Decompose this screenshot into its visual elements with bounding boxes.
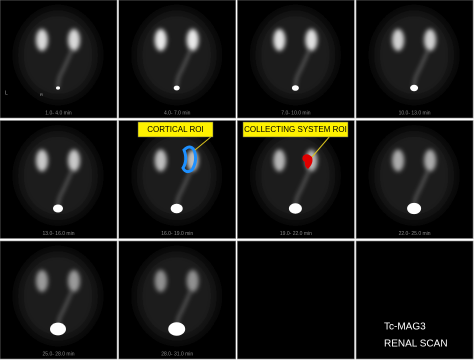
scan-image — [18, 251, 98, 341]
frame-time-label: 28.0- 31.0 min — [161, 351, 193, 357]
left-kidney — [36, 270, 48, 292]
annotation-box — [242, 121, 349, 138]
frame-time-label: 13.0- 16.0 min — [43, 231, 75, 237]
right-kidney — [68, 149, 80, 172]
scan-image — [136, 10, 217, 100]
bladder — [291, 85, 299, 91]
scan-image — [374, 10, 455, 100]
left-kidney — [273, 29, 286, 51]
left-kidney — [154, 270, 167, 292]
bladder — [53, 204, 63, 213]
cortical-roi-outline — [181, 145, 198, 174]
bladder — [410, 84, 419, 92]
bladder — [168, 322, 186, 336]
right-kidney — [186, 270, 199, 292]
right-kidney — [186, 29, 199, 51]
bladder — [170, 203, 183, 214]
ureter — [294, 49, 311, 89]
frame-time-label: 22.0- 25.0 min — [399, 231, 431, 237]
caption-line: Tc-MAG3 — [384, 322, 426, 333]
ureter — [413, 49, 430, 89]
frame-time-label: 10.0- 13.0 min — [399, 110, 431, 116]
right-kidney — [424, 149, 437, 172]
left-marker: L — [5, 90, 8, 96]
right-kidney — [305, 29, 318, 51]
right-marker: R — [40, 92, 43, 97]
right-kidney — [68, 29, 80, 51]
bladder — [50, 322, 66, 336]
overlay: L R CORTICAL ROI COLLECTING SYSTEM ROI T… — [5, 90, 448, 349]
scan-image — [136, 130, 217, 221]
scan-image — [255, 10, 336, 100]
leader-line — [194, 135, 213, 151]
frame-time-label: 16.0- 19.0 min — [161, 231, 193, 237]
frame-time-label: 25.0- 28.0 min — [43, 351, 75, 357]
annotation-box — [137, 121, 214, 138]
collecting-roi — [302, 154, 313, 169]
right-kidney — [68, 270, 80, 292]
frame-time-label: 19.0- 22.0 min — [280, 231, 312, 237]
scan-image — [18, 10, 98, 100]
ureter — [57, 49, 73, 89]
ureter — [175, 49, 192, 89]
cortical-roi-label: CORTICAL ROI — [147, 125, 203, 134]
panel — [237, 240, 355, 360]
frame-time-label: 4.0- 7.0 min — [164, 110, 191, 116]
left-kidney — [154, 149, 167, 172]
left-kidney — [36, 29, 48, 51]
ureter — [57, 170, 73, 209]
collecting-roi-label: COLLECTING SYSTEM ROI — [244, 125, 347, 134]
right-kidney — [424, 29, 437, 51]
left-kidney — [36, 149, 48, 172]
left-kidney — [154, 29, 167, 51]
frame-time-label: 7.0- 10.0 min — [281, 110, 310, 116]
ureter — [175, 170, 192, 209]
bladder — [173, 85, 180, 91]
left-kidney — [273, 149, 286, 172]
scan-image — [374, 130, 455, 221]
ureter — [294, 170, 311, 209]
frame-time-label: 1.0- 4.0 min — [45, 110, 72, 116]
scan-image — [136, 251, 217, 341]
panel — [355, 240, 474, 360]
leader-line — [311, 135, 331, 158]
left-kidney — [392, 149, 405, 172]
bladder — [56, 86, 60, 90]
bladder — [288, 203, 302, 214]
scan-image — [18, 130, 98, 221]
bladder — [407, 202, 422, 215]
left-kidney — [392, 29, 405, 51]
caption-line: RENAL SCAN — [384, 339, 448, 350]
